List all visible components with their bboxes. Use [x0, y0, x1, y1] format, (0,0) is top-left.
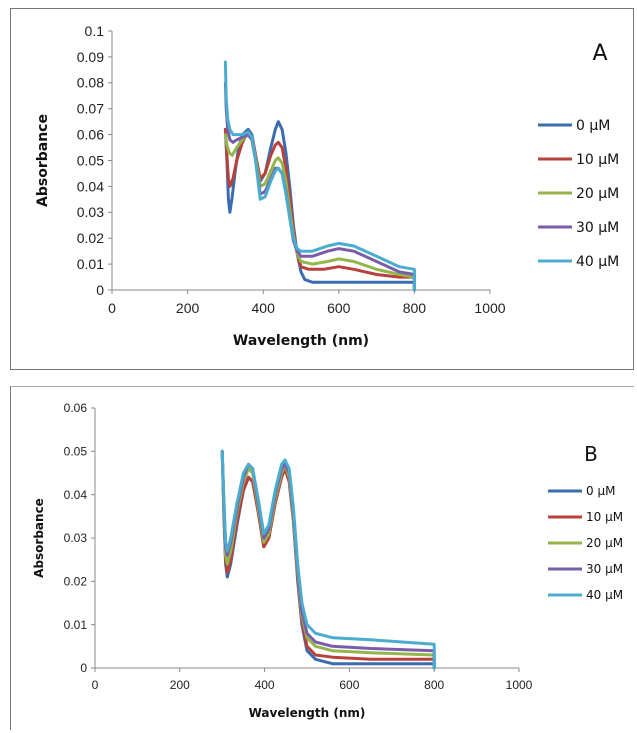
- series-line-a-1: [223, 127, 416, 292]
- x-tick-label: 600: [339, 678, 359, 692]
- y-tick-label: 0.05: [64, 445, 88, 459]
- y-tick-label: 0.04: [77, 178, 104, 194]
- x-tick-label: 800: [424, 678, 444, 692]
- y-tick-label: 0.07: [77, 101, 104, 117]
- series-line-b-4: [220, 449, 436, 670]
- y-tick-label: 0.06: [64, 401, 88, 415]
- y-tick-label: 0.08: [77, 75, 104, 91]
- x-axis-title: Wavelength (nm): [233, 333, 369, 349]
- legend-label: 30 µM: [586, 562, 623, 576]
- y-axis-title: Absorbance: [35, 114, 51, 207]
- x-axis-title: Wavelength (nm): [249, 706, 366, 720]
- legend-label: 0 µM: [586, 484, 615, 498]
- legend-label: 10 µM: [586, 510, 623, 524]
- legend-label: 10 µM: [576, 152, 619, 168]
- y-tick-label: 0: [96, 282, 104, 298]
- y-tick-label: 0.02: [77, 230, 104, 246]
- y-tick-label: 0.06: [77, 127, 104, 143]
- y-tick-label: 0.05: [77, 152, 104, 168]
- x-tick-label: 0: [108, 300, 116, 316]
- y-tick-label: 0.1: [85, 23, 105, 39]
- y-axis-title: Absorbance: [32, 498, 46, 578]
- y-tick-label: 0.01: [64, 618, 88, 632]
- x-tick-label: 1000: [506, 678, 533, 692]
- series-line-a-2: [223, 133, 416, 292]
- legend-label: 0 µM: [576, 118, 610, 134]
- x-tick-label: 400: [255, 678, 275, 692]
- series-line-a-0: [223, 120, 416, 292]
- panel-b-frame: [10, 386, 634, 730]
- legend-label: 20 µM: [586, 536, 623, 550]
- y-tick-label: 0: [80, 661, 87, 675]
- y-tick-label: 0.04: [64, 488, 88, 502]
- y-tick-label: 0.02: [64, 575, 88, 589]
- legend-label: 40 µM: [586, 588, 623, 602]
- x-tick-label: 1000: [474, 300, 505, 316]
- legend-label: 30 µM: [576, 220, 619, 236]
- panel-label: B: [584, 442, 598, 466]
- x-tick-label: 200: [176, 300, 200, 316]
- y-tick-label: 0.09: [77, 49, 104, 65]
- y-tick-label: 0.03: [77, 204, 104, 220]
- panel-a-frame: [10, 8, 634, 370]
- x-tick-label: 400: [252, 300, 276, 316]
- x-tick-label: 800: [403, 300, 427, 316]
- x-tick-label: 200: [170, 678, 190, 692]
- x-tick-label: 0: [92, 678, 99, 692]
- legend-label: 40 µM: [576, 254, 619, 270]
- panel-label: A: [592, 41, 607, 66]
- x-tick-label: 600: [327, 300, 351, 316]
- absorbance-chart-a: 0 0.01 0.02 0.03 0.04 0.05 0.06 0.07 0.08 0.09 0.1…: [35, 23, 619, 349]
- y-tick-label: 0.03: [64, 531, 88, 545]
- legend-label: 20 µM: [576, 186, 619, 202]
- series-line-a-4: [223, 60, 416, 292]
- y-tick-label: 0.01: [77, 256, 104, 272]
